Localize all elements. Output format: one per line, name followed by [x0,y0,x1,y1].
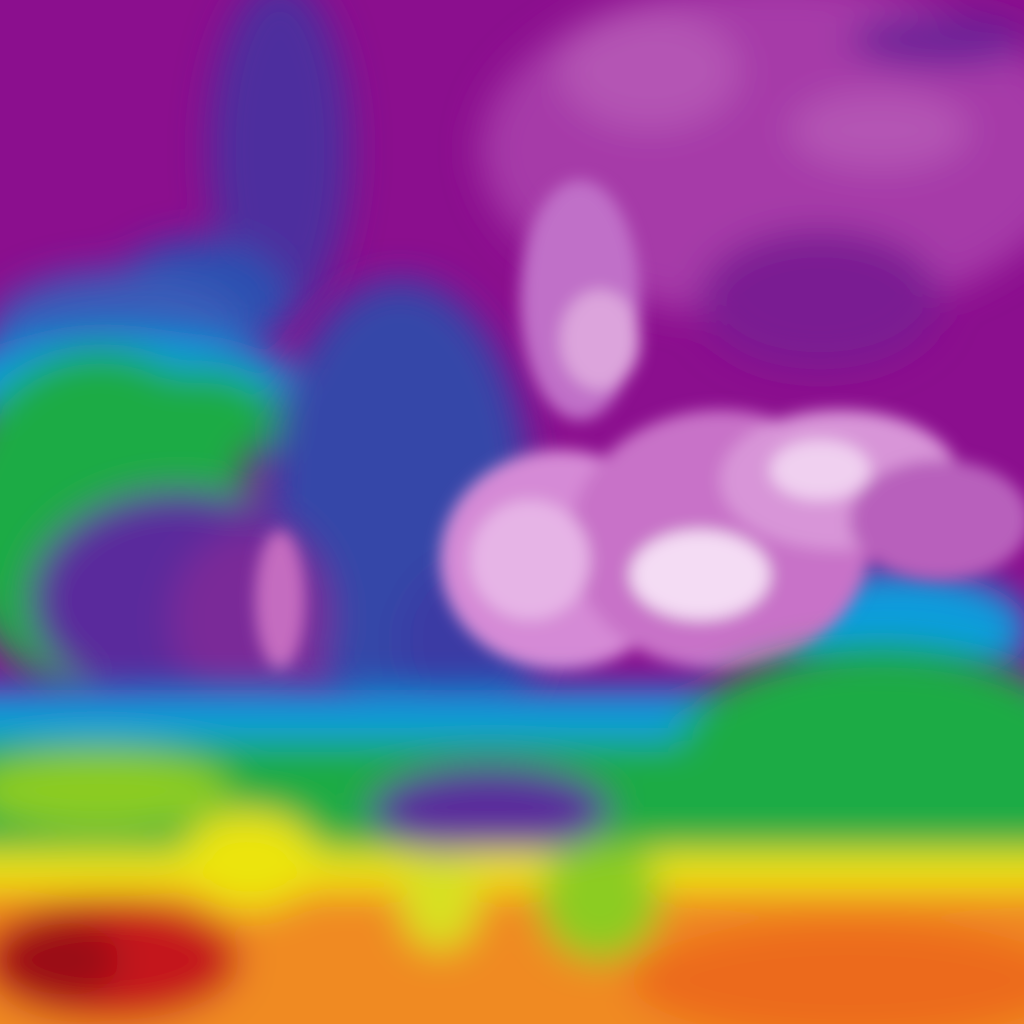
cold-north-layer [0,0,1024,390]
siberia-cold-layer [255,180,1024,670]
warm-south-layer [0,650,1024,1024]
